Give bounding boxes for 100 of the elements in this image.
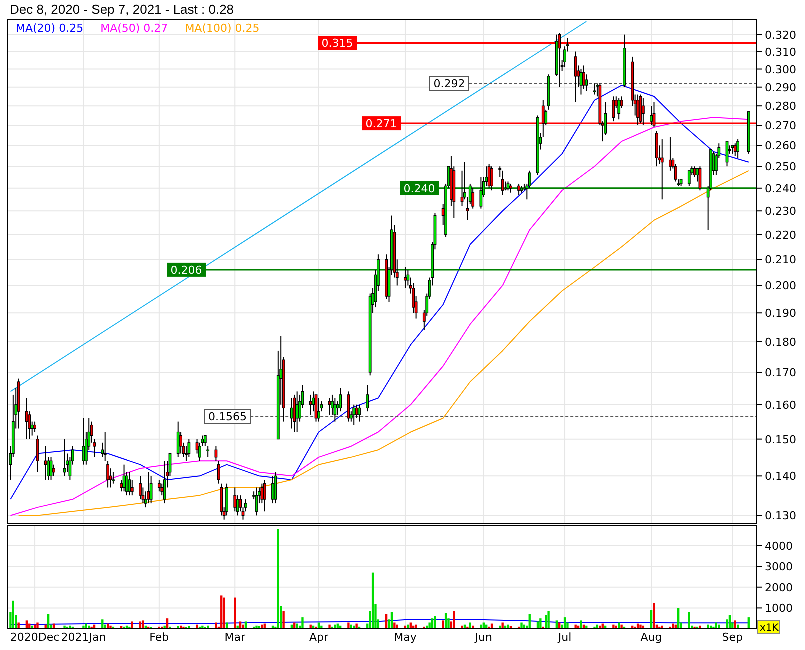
candlestick (82, 418, 86, 466)
bar (461, 626, 464, 629)
bar (215, 622, 218, 629)
candlestick (147, 472, 150, 504)
candlestick (334, 398, 337, 422)
candlestick (260, 483, 264, 504)
y-tick-label: 0.270 (765, 120, 796, 133)
candlestick (358, 404, 361, 422)
x-tick-label: Jul (557, 631, 572, 644)
bar (428, 622, 431, 629)
bar (110, 626, 112, 629)
y-tick-label: 0.240 (765, 182, 796, 196)
y-tick-label: 0.140 (765, 470, 796, 484)
candlestick (234, 487, 237, 512)
candlestick (318, 398, 320, 422)
candlestick (472, 188, 475, 210)
y-tick-label: 0.170 (765, 366, 796, 380)
bar (707, 624, 710, 629)
y-tick-label: 0.300 (765, 63, 796, 76)
candlestick (25, 398, 28, 440)
y-tick-label: 0.210 (765, 254, 796, 267)
bar (640, 624, 642, 629)
y-tick-label: 3000 (765, 560, 793, 574)
candlestick (188, 438, 191, 458)
chart-title: Dec 8, 2020 - Sep 7, 2021 - Last : 0.28 (10, 2, 234, 17)
candlestick (34, 421, 36, 433)
y-tick-label: 1000 (765, 602, 793, 616)
candlestick (518, 183, 520, 196)
bar (142, 620, 144, 629)
candlestick (130, 479, 134, 496)
bar (372, 572, 374, 629)
bar (296, 624, 298, 629)
candlestick (158, 479, 161, 492)
y-tick-label: 0.320 (765, 28, 796, 42)
bar (599, 626, 602, 629)
ref-line-label: 0.315 (322, 37, 354, 50)
ref-line-label: 0.292 (434, 78, 466, 91)
bar (302, 618, 304, 629)
bar (612, 624, 615, 629)
y-tick-label: 0.260 (765, 140, 796, 153)
candlestick (206, 446, 210, 458)
bar (434, 616, 436, 629)
y-tick-label: 0.250 (765, 160, 796, 174)
candlestick (339, 388, 342, 412)
candlestick (558, 32, 562, 88)
bar (82, 626, 85, 629)
bar (653, 602, 656, 629)
candlestick (106, 460, 110, 488)
bar (242, 624, 244, 629)
candlestick (352, 404, 356, 426)
y-tick-label: 0.130 (765, 510, 796, 523)
candlestick (263, 479, 266, 512)
text: MA(20) 0.25 (16, 22, 84, 35)
candlestick (309, 394, 312, 416)
x-tick-label: Sep (722, 631, 744, 644)
candlestick (160, 483, 164, 496)
candlestick (660, 139, 664, 200)
x-tick-label: 2020Dec (10, 631, 60, 644)
candlestick (180, 432, 183, 454)
bar (672, 624, 674, 629)
x-tick-label: Feb (150, 631, 170, 644)
candlestick (176, 421, 180, 458)
bar (726, 620, 728, 629)
candlestick (698, 166, 702, 192)
x-tick-label: Aug (640, 631, 662, 644)
y-tick-label: 0.290 (765, 81, 796, 94)
bar (261, 624, 264, 629)
bar (520, 622, 523, 629)
bar (620, 624, 623, 629)
bar (234, 598, 236, 629)
bar (548, 611, 550, 629)
candlestick (480, 176, 483, 210)
bar (480, 624, 482, 629)
bar (36, 622, 39, 629)
y-tick-label: 0.230 (765, 205, 796, 218)
ref-line-label: 0.206 (170, 264, 202, 277)
candlestick (214, 446, 218, 462)
candlestick (688, 170, 691, 187)
x-tick-label: Mar (224, 631, 246, 644)
bar (18, 622, 20, 629)
x-tick-label: May (394, 631, 418, 644)
candlestick (226, 483, 228, 516)
bar (277, 529, 280, 629)
candlestick (150, 476, 153, 504)
candlestick (736, 139, 740, 159)
bar (415, 624, 418, 629)
bar (202, 626, 204, 629)
bar (580, 620, 582, 629)
y-tick-label: 0.190 (765, 307, 796, 320)
bar (699, 626, 702, 629)
candlestick (104, 432, 107, 462)
candlestick (498, 166, 502, 178)
bar (328, 624, 331, 629)
bar (356, 624, 358, 629)
y-tick-label: 0.310 (765, 46, 796, 59)
candlestick (574, 51, 578, 103)
candlestick (204, 435, 207, 447)
y-tick-label: 0.160 (765, 398, 796, 412)
text: MA(50) 0.27 (100, 22, 168, 35)
y-tick-label: 0.220 (765, 228, 796, 242)
